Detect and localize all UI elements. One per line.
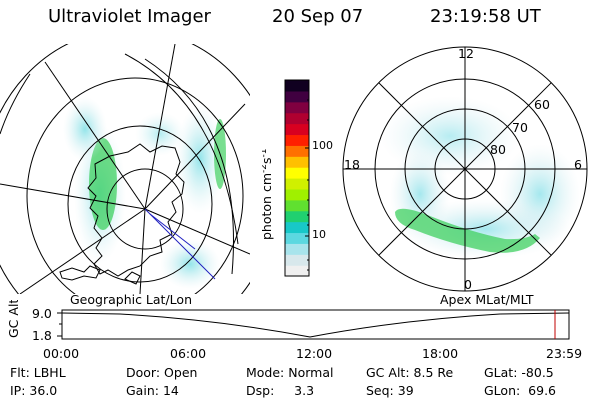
colorbar-swatch	[285, 101, 309, 114]
alt-tick-low: 1.8	[32, 328, 52, 343]
auroral-emission-core	[89, 138, 117, 230]
date-label: 20 Sep 07	[272, 6, 364, 27]
colorbar-swatch	[285, 210, 309, 223]
mlt-label-0: 0	[464, 277, 472, 292]
colorbar-swatch	[285, 178, 309, 190]
colorbar-swatch	[285, 199, 309, 212]
mlat-label-70: 70	[512, 120, 528, 135]
info-mode: Mode: Normal	[246, 365, 334, 380]
info-filter: Flt: LBHL	[10, 365, 66, 380]
mlat-label-80: 80	[490, 142, 506, 157]
mlt-label-18: 18	[344, 157, 360, 172]
mlt-label-6: 6	[574, 157, 582, 172]
timeline-axis-title: GC Alt	[6, 300, 21, 338]
geographic-label: Geographic Lat/Lon	[70, 292, 192, 307]
polar-plot	[342, 46, 588, 292]
colorbar-swatch	[285, 145, 309, 157]
time-tick-1: 06:00	[170, 346, 207, 361]
time-tick-4: 23:59	[546, 346, 583, 361]
colorbar-swatch	[285, 80, 309, 92]
info-gain: Gain: 14	[126, 383, 179, 398]
colorbar-tick-10: 10	[312, 228, 326, 241]
colorbar-swatch	[285, 167, 309, 179]
colorbar-swatch	[285, 123, 309, 136]
colorbar-label: photon cm-2s-1	[262, 149, 274, 240]
info-seq: Seq: 39	[366, 383, 414, 398]
time-tick-3: 18:00	[422, 346, 459, 361]
instrument-title: Ultraviolet Imager	[48, 6, 211, 27]
coastline	[87, 143, 185, 277]
colorbar: photon cm-2s-1	[262, 79, 310, 277]
mlt-label-12: 12	[458, 46, 474, 61]
colorbar-swatch	[285, 254, 309, 266]
colorbar-swatches	[285, 80, 309, 277]
colorbar-swatch	[285, 156, 309, 168]
alt-tick-high: 9.0	[32, 306, 52, 321]
info-door: Door: Open	[126, 365, 198, 380]
apex-label: Apex MLat/MLT	[440, 292, 534, 307]
altitude-timeline: GC Alt	[6, 300, 570, 340]
info-dsp: Dsp: 3.3	[246, 383, 315, 398]
colorbar-swatch	[285, 112, 309, 125]
colorbar-swatch	[285, 232, 309, 244]
time-label: 23:19:58 UT	[430, 6, 541, 27]
auroral-oval	[395, 208, 540, 253]
colorbar-swatch	[285, 90, 309, 103]
mlat-label-60: 60	[534, 97, 550, 112]
geographic-map	[0, 44, 250, 294]
colorbar-swatch	[285, 188, 309, 201]
colorbar-tick-100: 100	[312, 139, 333, 152]
time-tick-0: 00:00	[43, 346, 80, 361]
info-gc-alt: GC Alt: 8.5 Re	[366, 365, 454, 380]
altitude-trace	[61, 312, 570, 338]
info-glon: GLon: 69.6	[484, 383, 557, 398]
info-glat: GLat: -80.5	[484, 365, 554, 380]
colorbar-swatch	[285, 134, 309, 146]
colorbar-swatch	[285, 221, 309, 234]
colorbar-swatch	[285, 243, 309, 255]
info-ip: IP: 36.0	[10, 383, 58, 398]
time-tick-2: 12:00	[296, 346, 333, 361]
colorbar-swatch	[285, 265, 309, 277]
